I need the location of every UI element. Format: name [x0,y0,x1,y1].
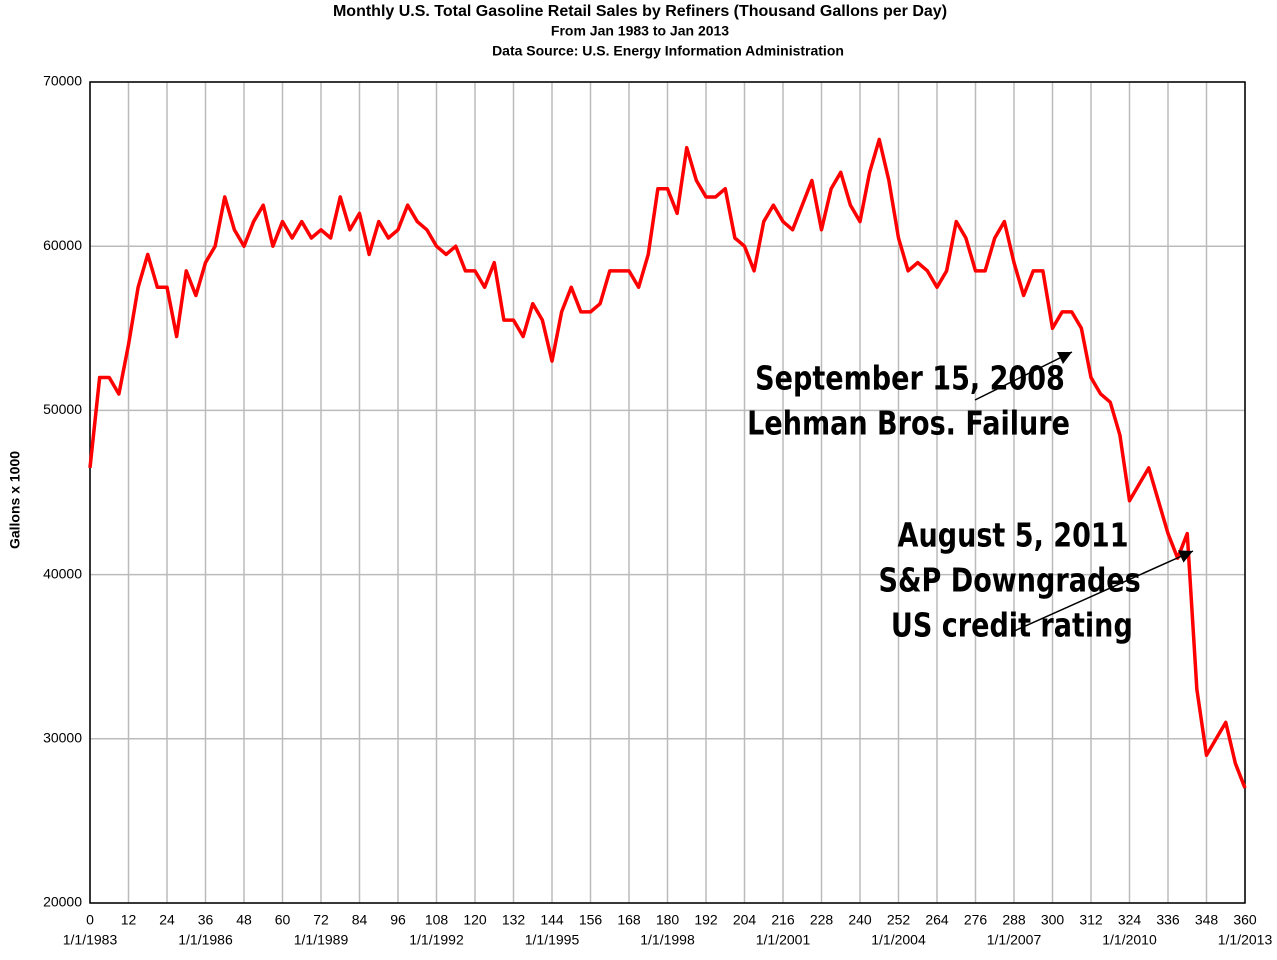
x-tick-label: 120 [463,912,487,928]
y-tick-label: 40000 [43,565,82,581]
y-tick-label: 60000 [43,237,82,253]
x-tick-label: 132 [502,912,526,928]
x-tick-label: 36 [198,912,214,928]
x-tick-label: 228 [810,912,834,928]
x-tick-label: 72 [313,912,329,928]
x-date-label: 1/1/2013 [1218,932,1273,948]
y-tick-label: 20000 [43,894,82,910]
x-tick-label: 240 [848,912,872,928]
x-date-label: 1/1/2004 [871,932,926,948]
x-tick-label: 348 [1195,912,1219,928]
x-date-label: 1/1/1992 [409,932,464,948]
x-tick-label: 180 [656,912,680,928]
annotation-arrow [1011,550,1194,633]
x-tick-label: 360 [1233,912,1257,928]
annotation-arrow [974,351,1073,401]
x-tick-label: 84 [352,912,368,928]
x-tick-label: 12 [121,912,137,928]
x-tick-label: 216 [771,912,795,928]
x-tick-label: 96 [390,912,406,928]
x-tick-label: 24 [159,912,175,928]
chart-subtitle: From Jan 1983 to Jan 2013 [551,23,729,39]
x-tick-label: 264 [925,912,949,928]
annotation-text: August 5, 2011 [898,517,1129,555]
x-tick-label: 48 [236,912,252,928]
x-tick-label: 204 [733,912,757,928]
x-tick-label: 324 [1118,912,1142,928]
x-tick-label: 288 [1002,912,1026,928]
x-date-label: 1/1/2010 [1102,932,1157,948]
x-tick-label: 156 [579,912,603,928]
chart-source: Data Source: U.S. Energy Information Adm… [492,43,844,59]
x-tick-label: 60 [275,912,291,928]
y-tick-label: 30000 [43,730,82,746]
x-tick-label: 168 [617,912,641,928]
x-tick-label: 276 [964,912,988,928]
x-tick-label: 336 [1156,912,1180,928]
annotation-text: September 15, 2008 [755,360,1065,398]
x-date-label: 1/1/1986 [178,932,233,948]
annotation-text: S&P Downgrades [878,562,1140,600]
x-date-label: 1/1/2001 [756,932,811,948]
x-date-label: 1/1/1995 [525,932,580,948]
y-tick-label: 50000 [43,401,82,417]
plot-frame [89,81,1246,904]
x-tick-label: 0 [86,912,94,928]
x-tick-label: 144 [540,912,564,928]
annotation-text: Lehman Bros. Failure [747,405,1070,443]
x-tick-label: 300 [1041,912,1065,928]
x-tick-label: 192 [694,912,718,928]
x-date-label: 1/1/2007 [987,932,1042,948]
x-tick-label: 108 [425,912,449,928]
data-line [88,137,1247,789]
x-date-label: 1/1/1998 [640,932,695,948]
chart-title: Monthly U.S. Total Gasoline Retail Sales… [333,3,947,20]
x-tick-label: 312 [1079,912,1103,928]
x-date-label: 1/1/1989 [294,932,349,948]
x-tick-label: 252 [887,912,911,928]
x-date-label: 1/1/1983 [63,932,118,948]
annotation-text: US credit rating [891,607,1133,645]
y-tick-label: 70000 [43,73,82,89]
y-axis-label: Gallons x 1000 [7,451,23,549]
